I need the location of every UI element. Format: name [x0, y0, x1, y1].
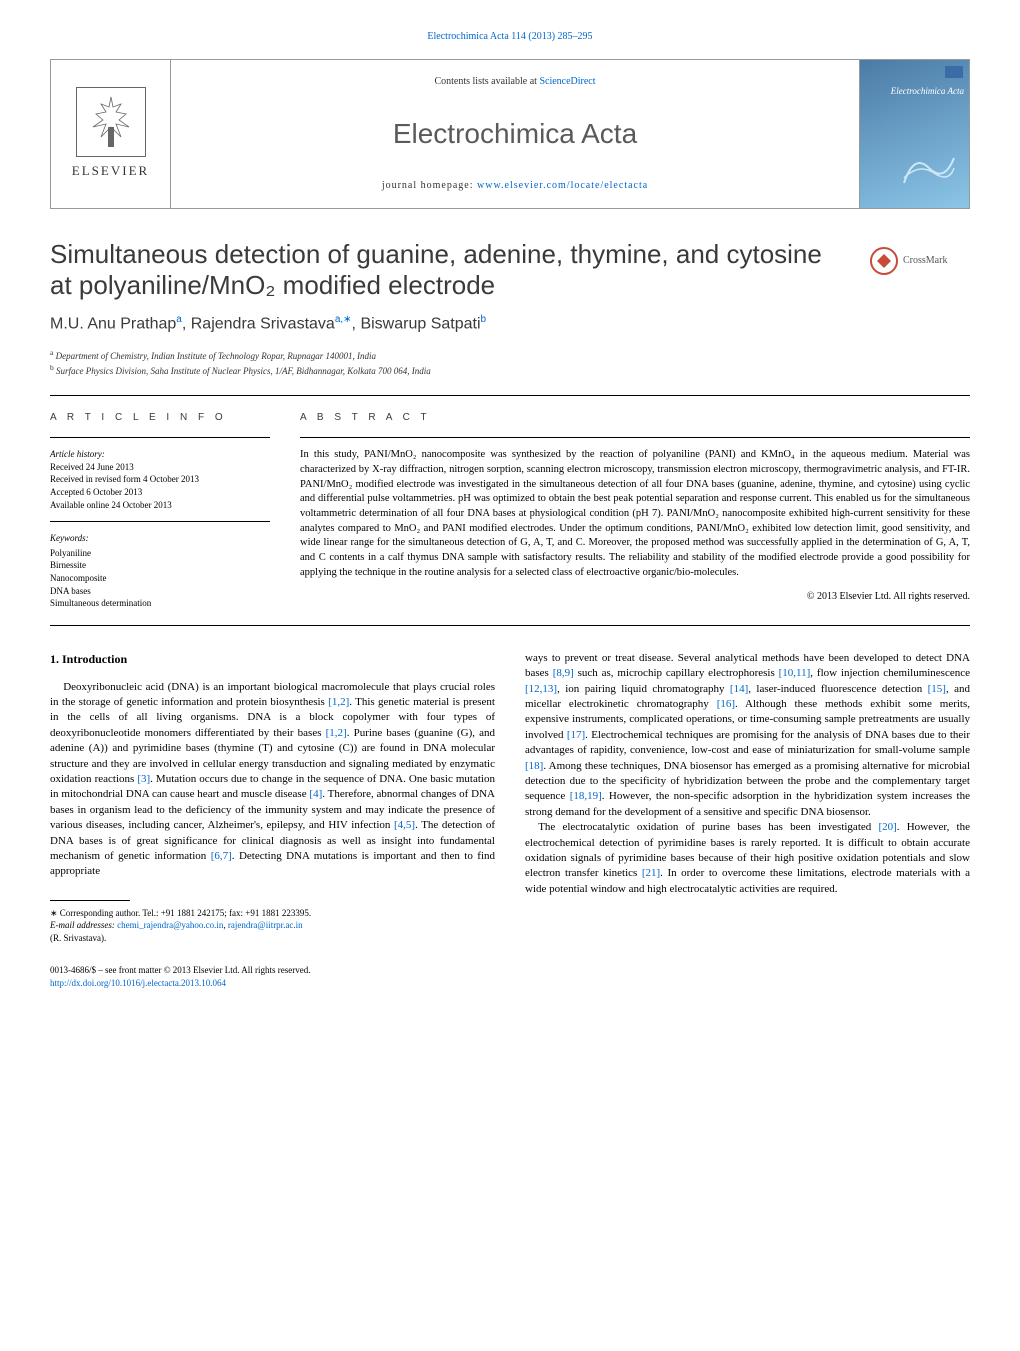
ref-18[interactable]: [18] — [525, 760, 543, 772]
ref-1-2[interactable]: [1,2] — [328, 696, 349, 708]
affiliation-b: b Surface Physics Division, Saha Institu… — [50, 363, 970, 378]
ref-17[interactable]: [17] — [567, 729, 585, 741]
doi-link[interactable]: http://dx.doi.org/10.1016/j.electacta.20… — [50, 978, 226, 988]
article-info: A R T I C L E I N F O Article history: R… — [50, 411, 270, 610]
abstract-text: In this study, PANI/MnO₂ nanocomposite w… — [300, 448, 970, 580]
history-label: Article history: — [50, 448, 270, 461]
intro-paragraph-2: The electrocatalytic oxidation of purine… — [525, 820, 970, 897]
sciencedirect-link[interactable]: ScienceDirect — [539, 76, 595, 87]
corresponding-author: ∗ Corresponding author. Tel.: +91 1881 2… — [50, 907, 495, 920]
email-1[interactable]: chemi_rajendra@yahoo.co.in — [117, 920, 223, 930]
email-name: (R. Srivastava). — [50, 932, 495, 945]
ref-3[interactable]: [3] — [137, 773, 150, 785]
authors: M.U. Anu Prathapa, Rajendra Srivastavaa,… — [50, 313, 970, 336]
journal-citation: Electrochimica Acta 114 (2013) 285–295 — [50, 30, 970, 44]
publisher-logo: ELSEVIER — [51, 60, 171, 208]
column-right: ways to prevent or treat disease. Severa… — [525, 651, 970, 945]
homepage-link[interactable]: www.elsevier.com/locate/electacta — [477, 180, 648, 191]
abstract-heading: A B S T R A C T — [300, 411, 970, 425]
crossmark-badge[interactable]: CrossMark — [870, 239, 970, 275]
intro-paragraph-1-cont: ways to prevent or treat disease. Severa… — [525, 651, 970, 820]
ref-8-9[interactable]: [8,9] — [553, 667, 574, 679]
title-row: Simultaneous detection of guanine, adeni… — [50, 239, 970, 301]
publisher-name: ELSEVIER — [72, 162, 149, 180]
cover-flag-icon — [945, 66, 963, 78]
crossmark-label: CrossMark — [903, 254, 947, 268]
header-center: Contents lists available at ScienceDirec… — [171, 60, 859, 208]
ref-21[interactable]: [21] — [642, 867, 660, 879]
section-1-heading: 1. Introduction — [50, 651, 495, 668]
keyword-2: Birnessite — [50, 559, 270, 572]
journal-cover: Electrochimica Acta — [859, 60, 969, 208]
info-heading: A R T I C L E I N F O — [50, 411, 270, 425]
contents-available: Contents lists available at ScienceDirec… — [186, 75, 844, 89]
journal-homepage: journal homepage: www.elsevier.com/locat… — [186, 179, 844, 193]
footnote-rule — [50, 900, 130, 901]
history-revised: Received in revised form 4 October 2013 — [50, 473, 270, 486]
author-1: M.U. Anu Prathap — [50, 316, 176, 333]
cover-title: Electrochimica Acta — [891, 85, 964, 98]
journal-header: ELSEVIER Contents lists available at Sci… — [50, 59, 970, 209]
email-2[interactable]: rajendra@iitrpr.ac.in — [228, 920, 303, 930]
keyword-3: Nanocomposite — [50, 572, 270, 585]
affiliations: a Department of Chemistry, Indian Instit… — [50, 348, 970, 377]
ref-14[interactable]: [14] — [730, 683, 748, 695]
crossmark-icon — [870, 247, 898, 275]
author-sep-2: , Biswarup Satpati — [352, 316, 481, 333]
author-2-aff: a,∗ — [335, 314, 352, 325]
intro-paragraph-1: Deoxyribonucleic acid (DNA) is an import… — [50, 680, 495, 880]
ref-15[interactable]: [15] — [928, 683, 946, 695]
author-sep-1: , Rajendra Srivastava — [182, 316, 335, 333]
ref-20[interactable]: [20] — [878, 821, 896, 833]
keyword-4: DNA bases — [50, 585, 270, 598]
history-online: Available online 24 October 2013 — [50, 499, 270, 512]
bottom-metadata: 0013-4686/$ – see front matter © 2013 El… — [50, 964, 970, 989]
info-abstract-row: A R T I C L E I N F O Article history: R… — [50, 396, 970, 625]
email-line: E-mail addresses: chemi_rajendra@yahoo.c… — [50, 919, 495, 932]
keyword-5: Simultaneous determination — [50, 597, 270, 610]
abstract-column: A B S T R A C T In this study, PANI/MnO₂… — [300, 411, 970, 610]
cover-art-icon — [899, 143, 959, 193]
rule-abstract-1 — [300, 437, 970, 438]
history-accepted: Accepted 6 October 2013 — [50, 486, 270, 499]
keyword-1: Polyaniline — [50, 547, 270, 560]
body-columns: 1. Introduction Deoxyribonucleic acid (D… — [50, 651, 970, 945]
contents-prefix: Contents lists available at — [434, 76, 539, 87]
ref-4[interactable]: [4] — [309, 788, 322, 800]
ref-1-2b[interactable]: [1,2] — [326, 727, 347, 739]
ref-18-19[interactable]: [18,19] — [570, 790, 602, 802]
email-label: E-mail addresses: — [50, 920, 117, 930]
footnotes: ∗ Corresponding author. Tel.: +91 1881 2… — [50, 907, 495, 945]
history-block: Article history: Received 24 June 2013 R… — [50, 448, 270, 522]
ref-4-5[interactable]: [4,5] — [394, 819, 415, 831]
elsevier-tree-icon — [76, 87, 146, 157]
column-left: 1. Introduction Deoxyribonucleic acid (D… — [50, 651, 495, 945]
homepage-label: journal homepage: — [382, 180, 477, 191]
rule-2 — [50, 625, 970, 626]
abstract-copyright: © 2013 Elsevier Ltd. All rights reserved… — [300, 590, 970, 604]
ref-12-13[interactable]: [12,13] — [525, 683, 557, 695]
history-received: Received 24 June 2013 — [50, 461, 270, 474]
ref-6-7[interactable]: [6,7] — [211, 850, 232, 862]
article-title: Simultaneous detection of guanine, adeni… — [50, 239, 850, 301]
journal-name: Electrochimica Acta — [186, 114, 844, 153]
ref-16[interactable]: [16] — [717, 698, 735, 710]
keywords-label: Keywords: — [50, 532, 270, 545]
issn-line: 0013-4686/$ – see front matter © 2013 El… — [50, 964, 970, 977]
author-3-aff: b — [481, 314, 487, 325]
ref-10-11[interactable]: [10,11] — [779, 667, 811, 679]
rule-info-1 — [50, 437, 270, 438]
affiliation-a: a Department of Chemistry, Indian Instit… — [50, 348, 970, 363]
